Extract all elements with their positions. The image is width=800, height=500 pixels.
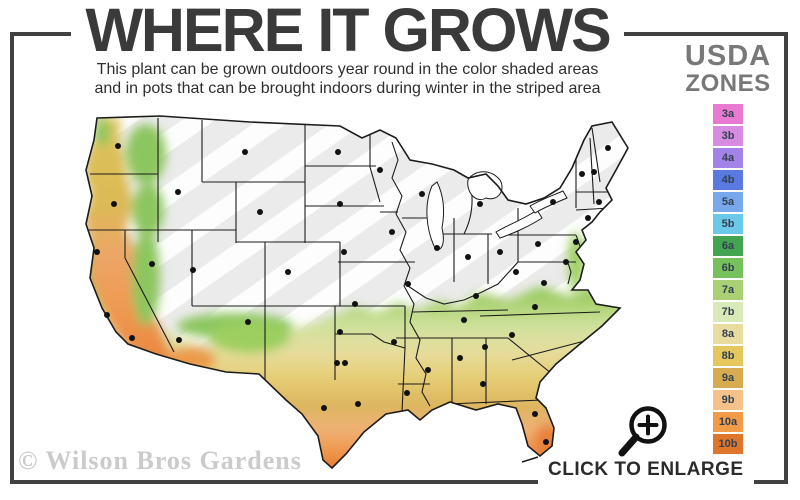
zone-swatch-9b: 9b bbox=[713, 390, 743, 411]
subtitle-line-1: This plant can be grown outdoors year ro… bbox=[96, 61, 599, 78]
city-dot bbox=[482, 344, 488, 350]
zone-swatch-4a: 4a bbox=[713, 148, 743, 169]
city-dot bbox=[352, 301, 358, 307]
zone-swatch-8b: 8b bbox=[713, 346, 743, 367]
watermark: © Wilson Bros Gardens bbox=[18, 446, 302, 475]
great-lakes bbox=[426, 171, 568, 250]
city-dot bbox=[377, 167, 383, 173]
city-dot bbox=[585, 215, 591, 221]
city-dot bbox=[190, 267, 196, 273]
city-dot bbox=[104, 312, 110, 318]
city-dot bbox=[480, 381, 486, 387]
state-borders bbox=[86, 118, 611, 413]
zone-swatch-7a: 7a bbox=[713, 280, 743, 301]
header: WHERE IT GROWS This plant can be grown o… bbox=[40, 0, 655, 99]
zoom-in-icon[interactable] bbox=[614, 400, 670, 460]
city-dot bbox=[285, 269, 291, 275]
city-dot bbox=[175, 189, 181, 195]
city-dot bbox=[111, 201, 117, 207]
zone-list: 3a 3b 4a 4b 5a 5b 6a 6b 7a 7b 8a 8b 9a 9b 10a 10b bbox=[672, 104, 784, 455]
city-dot bbox=[245, 319, 251, 325]
city-dot bbox=[457, 355, 463, 361]
city-dot bbox=[129, 335, 135, 341]
city-dot bbox=[257, 209, 263, 215]
city-dot bbox=[434, 245, 440, 251]
city-dots bbox=[94, 143, 611, 445]
city-dot bbox=[543, 439, 549, 445]
city-dot bbox=[419, 191, 425, 197]
city-dot bbox=[337, 329, 343, 335]
subtitle-line-2: and in pots that can be brought indoors … bbox=[94, 79, 601, 97]
city-dot bbox=[391, 339, 397, 345]
click-to-enlarge-button[interactable]: CLICK TO ENLARGE bbox=[538, 457, 754, 491]
city-dot bbox=[389, 229, 395, 235]
city-dot bbox=[342, 360, 348, 366]
city-dot bbox=[461, 317, 467, 323]
city-dot bbox=[541, 280, 547, 286]
zone-swatch-4b: 4b bbox=[713, 170, 743, 191]
usda-zones-map[interactable] bbox=[40, 112, 660, 472]
city-dot bbox=[513, 269, 519, 275]
city-dot bbox=[341, 249, 347, 255]
city-dot bbox=[573, 239, 579, 245]
city-dot bbox=[334, 360, 340, 366]
city-dot bbox=[176, 337, 182, 343]
zone-swatch-5a: 5a bbox=[713, 192, 743, 213]
city-dot bbox=[509, 332, 515, 338]
city-dot bbox=[563, 259, 569, 265]
city-dot bbox=[535, 241, 541, 247]
city-dot bbox=[405, 281, 411, 287]
zone-swatch-5b: 5b bbox=[713, 214, 743, 235]
city-dot bbox=[242, 149, 248, 155]
city-dot bbox=[355, 401, 361, 407]
page-title: WHERE IT GROWS bbox=[71, 0, 624, 61]
city-dot bbox=[94, 249, 100, 255]
city-dot bbox=[550, 199, 556, 205]
city-dot bbox=[473, 293, 479, 299]
city-dot bbox=[335, 149, 341, 155]
zone-swatch-7b: 7b bbox=[713, 302, 743, 323]
city-dot bbox=[149, 261, 155, 267]
zone-swatch-6a: 6a bbox=[713, 236, 743, 257]
zone-swatch-6b: 6b bbox=[713, 258, 743, 279]
city-dot bbox=[532, 411, 538, 417]
city-dot bbox=[579, 171, 585, 177]
legend-title-usda: USDA bbox=[684, 40, 772, 72]
zone-swatch-10b: 10b bbox=[713, 434, 743, 455]
city-dot bbox=[596, 199, 602, 205]
zone-swatch-3b: 3b bbox=[713, 126, 743, 147]
florida-keys bbox=[521, 456, 539, 463]
usda-zones-legend: USDA ZONES 3a 3b 4a 4b 5a 5b 6a 6b 7a 7b 8a 8b 9a 9b 1… bbox=[672, 42, 784, 456]
us-outline bbox=[85, 115, 629, 470]
city-dot bbox=[321, 405, 327, 411]
city-dot bbox=[477, 201, 483, 207]
city-dot bbox=[337, 201, 343, 207]
city-dot bbox=[115, 143, 121, 149]
zone-swatch-8a: 8a bbox=[713, 324, 743, 345]
city-dot bbox=[497, 249, 503, 255]
city-dot bbox=[605, 145, 611, 151]
zone-swatch-3a: 3a bbox=[713, 104, 743, 125]
city-dot bbox=[465, 254, 471, 260]
city-dot bbox=[404, 390, 410, 396]
zone-swatch-9a: 9a bbox=[713, 368, 743, 389]
city-dot bbox=[425, 367, 431, 373]
city-dot bbox=[591, 169, 597, 175]
zone-swatch-10a: 10a bbox=[713, 412, 743, 433]
legend-title-zones: ZONES bbox=[685, 70, 771, 97]
city-dot bbox=[532, 304, 538, 310]
